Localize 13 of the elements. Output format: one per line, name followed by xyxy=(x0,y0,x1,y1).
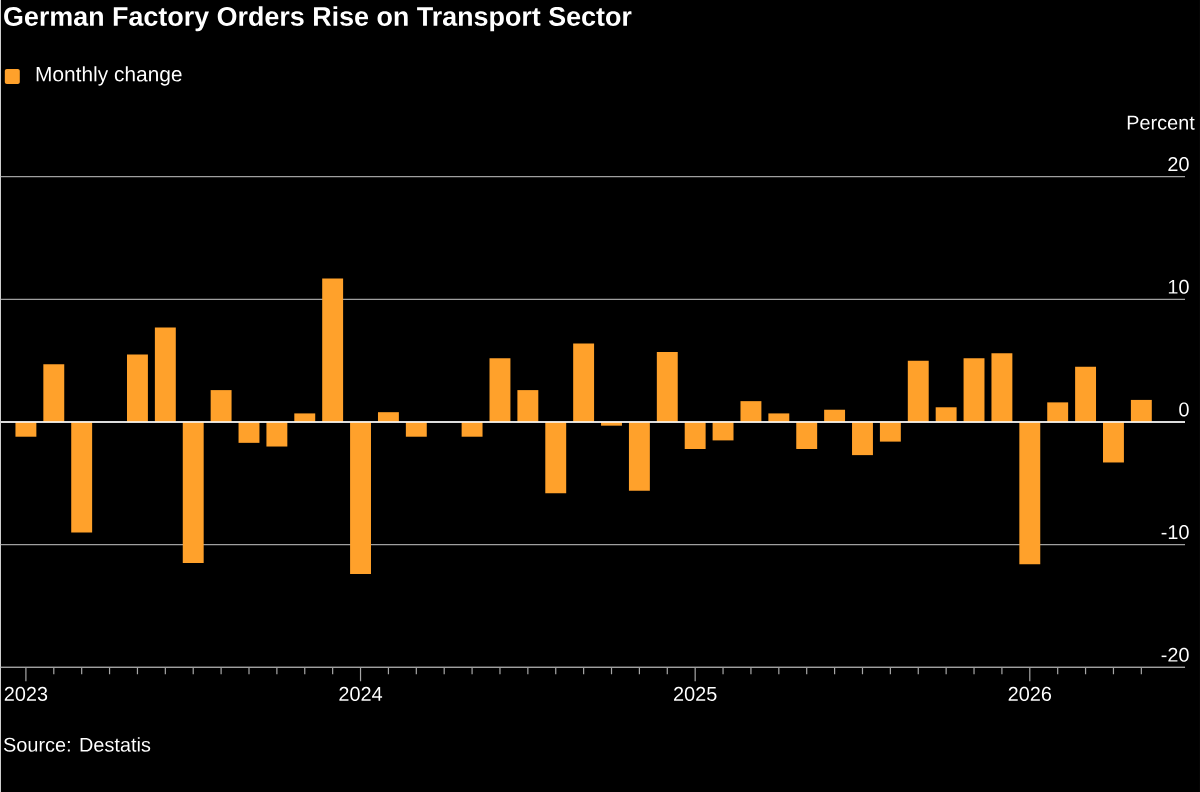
chart-title: German Factory Orders Rise on Transport Sector xyxy=(4,5,632,32)
y-tick-label: -20 xyxy=(1161,647,1189,662)
y-axis-title: Percent xyxy=(1127,115,1195,130)
source-note: Source: Destatis xyxy=(3,736,151,752)
y-tick-label: -10 xyxy=(1161,524,1189,539)
x-tick-label: 2025 xyxy=(674,686,717,701)
x-tick-label: 2024 xyxy=(339,686,383,701)
y-tick-label: 10 xyxy=(1168,279,1189,294)
y-tick-label: 20 xyxy=(1168,156,1189,171)
x-tick-label: 2023 xyxy=(4,686,48,701)
y-tick-label: 0 xyxy=(1179,402,1189,417)
x-tick-label: 2026 xyxy=(1008,686,1052,701)
legend-label: Monthly change xyxy=(36,65,182,86)
